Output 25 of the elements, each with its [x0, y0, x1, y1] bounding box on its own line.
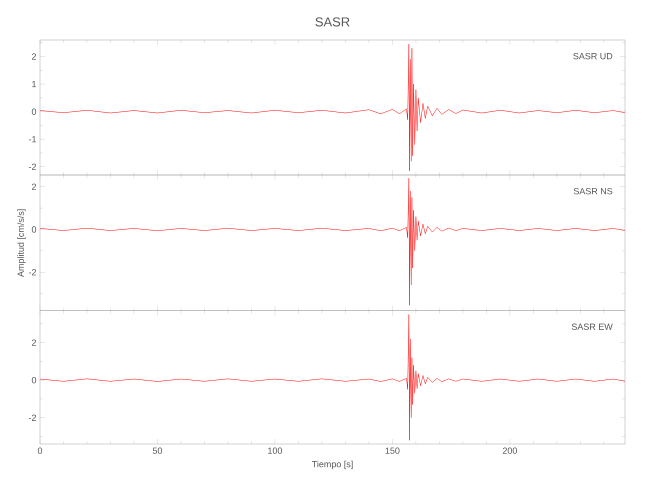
x-tick-label: 200	[502, 448, 518, 454]
y-tick-label: -2	[28, 164, 36, 170]
line-series	[40, 314, 626, 440]
chart-title: SASR	[315, 17, 350, 26]
annotation: SASR UD	[573, 52, 612, 60]
x-tick-label: 50	[152, 448, 162, 454]
y-tick-label: 2	[32, 339, 36, 346]
x-tick-label: 150	[386, 448, 400, 454]
annotation: SASR NS	[574, 188, 612, 194]
y-axis-title: Amplitud [cm/s/s]	[17, 209, 26, 277]
y-tick-label: 0	[32, 226, 36, 233]
line-series	[40, 178, 626, 306]
x-tick-label: 0	[38, 448, 42, 454]
annotation: SASR EW	[572, 324, 613, 330]
line-series	[40, 44, 626, 172]
y-tick-label: 1	[32, 80, 36, 88]
y-tick-label: 0	[32, 376, 36, 384]
x-axis-title: Tiempo [s]	[312, 460, 353, 470]
y-tick-label: -2	[28, 269, 36, 276]
y-tick-label: 2	[32, 184, 36, 190]
x-tick-label: 100	[268, 448, 282, 454]
y-tick-label: 2	[32, 53, 36, 60]
y-tick-label: 0	[32, 108, 36, 115]
y-tick-label: -1	[28, 136, 36, 142]
y-tick-label: -2	[28, 414, 36, 421]
